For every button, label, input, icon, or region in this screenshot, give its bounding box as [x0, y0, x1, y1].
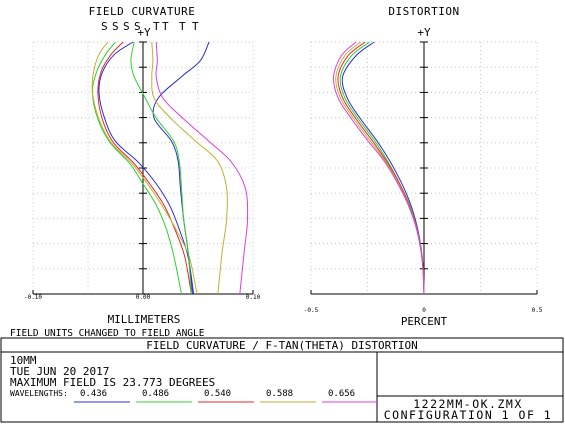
- field-curvature-y-label: +Y: [137, 26, 151, 39]
- legend-sagittal-0: S: [101, 20, 108, 33]
- legend-sagittal-1: S: [112, 20, 119, 33]
- footer-block: FIELD CURVATURE / F-TAN(THETA) DISTORTIO…: [0, 337, 564, 423]
- fc-curve-t-6: [151, 41, 228, 295]
- configuration-label: CONFIGURATION 1 OF 1: [384, 408, 552, 422]
- wavelengths-label: WAVELENGTHS:: [10, 389, 68, 398]
- fc-curve-s-2: [97, 41, 192, 295]
- wavelength-value-1: 0.486: [142, 389, 169, 399]
- lens-file-name: 1222MM-OK.ZMX: [413, 397, 523, 411]
- wavelength-value-3: 0.588: [266, 389, 293, 399]
- footer-frame: [0, 337, 564, 423]
- field-units-note: FIELD UNITS CHANGED TO FIELD ANGLE: [10, 328, 205, 339]
- fc-curve-s-0: [98, 41, 195, 295]
- ds-x-tick-min: -0.5: [304, 307, 319, 314]
- fc-x-tick-max: 0.10: [246, 294, 261, 301]
- legend-sagittal-2: S: [123, 20, 130, 33]
- legend-tangential-0: T: [153, 20, 160, 33]
- field-curvature-x-label: MILLIMETERS: [108, 313, 181, 326]
- legend-sagittal-3: S: [134, 20, 141, 33]
- fc-curve-s-1: [91, 41, 182, 295]
- field-curvature-curves: [91, 41, 249, 295]
- legend-tangential-2: T: [179, 20, 186, 33]
- wavelength-value-2: 0.540: [204, 389, 231, 399]
- fc-curve-s-3: [91, 41, 198, 295]
- lens-name: 10MM: [10, 354, 37, 367]
- maximum-field: MAXIMUM FIELD IS 23.773 DEGREES: [10, 376, 215, 389]
- wavelength-value-0: 0.436: [80, 389, 107, 399]
- footer-title: FIELD CURVATURE / F-TAN(THETA) DISTORTIO…: [146, 339, 418, 352]
- fc-curve-t-5: [130, 41, 192, 295]
- distortion-x-label: PERCENT: [401, 315, 448, 328]
- analysis-date: TUE JUN 20 2017: [10, 365, 109, 378]
- distortion-plot: DISTORTION +Y -0.5 0 0.5 PERCENT: [304, 5, 543, 328]
- fc-x-tick-min: -0.10: [24, 294, 42, 301]
- fc-curve-t-7: [155, 41, 249, 295]
- distortion-title: DISTORTION: [388, 5, 459, 18]
- field-curvature-grid: [32, 41, 254, 295]
- ds-x-tick-zero: 0: [422, 307, 426, 314]
- wavelength-list: 0.436 0.486 0.540 0.588 0.656: [74, 389, 378, 403]
- field-curvature-title: FIELD CURVATURE: [89, 5, 196, 18]
- distortion-curves: [333, 41, 425, 295]
- legend-tangential-3: T: [192, 20, 199, 33]
- wavelength-value-4: 0.656: [328, 389, 355, 399]
- legend-tangential-1: T: [162, 20, 169, 33]
- ds-x-tick-max: 0.5: [532, 307, 543, 314]
- distortion-y-label: +Y: [417, 26, 431, 39]
- distortion-grid: [310, 41, 538, 295]
- fc-x-tick-zero: 0.00: [136, 294, 151, 301]
- ds-curve-0.656-4: [333, 41, 425, 295]
